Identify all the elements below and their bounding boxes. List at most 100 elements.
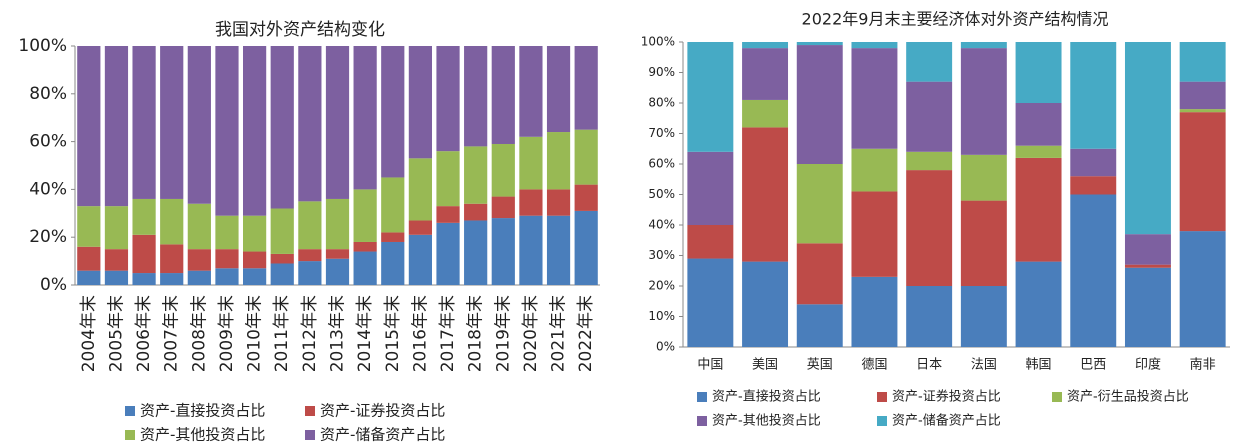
y-tick-label: 20% [648,279,675,293]
bar-segment [353,241,377,252]
legend-swatch [305,406,315,416]
legend-swatch [305,430,315,440]
bar-segment [132,46,156,199]
bar-segment [104,270,129,285]
bar-segment [464,220,488,285]
bar-segment [325,258,350,285]
bar-segment [796,164,843,244]
y-tick-label: 60% [29,132,67,152]
bar-segment [132,273,156,285]
bar-segment [1124,234,1171,265]
bar-segment [1015,42,1062,103]
bar-segment [546,46,571,133]
x-tick-label: 英国 [807,358,833,373]
bar-segment [381,46,405,178]
y-tick-label: 20% [29,227,67,247]
bar-segment [1179,42,1226,82]
x-tick-label: 日本 [916,358,942,373]
bar-segment [1015,157,1062,262]
bar-segment [187,203,211,250]
bar-segment [906,151,953,171]
bar-segment [298,46,322,202]
bar-segment [687,258,734,347]
bar-segment [353,189,377,242]
y-tick-label: 60% [648,157,675,171]
bar-segment [325,46,350,199]
bar-segment [353,251,377,285]
y-tick-label: 40% [648,218,675,232]
legend-label: 资产-衍生品投资占比 [1067,389,1189,405]
bar-segment [160,273,184,285]
x-tick-label: 2019年末 [493,295,513,372]
legend-label: 资产-储备资产占比 [320,426,445,444]
bar-segment [187,46,211,204]
x-tick-label: 2014年末 [355,295,375,372]
legend-swatch [125,430,135,440]
bar-segment [77,270,101,285]
legend-label: 资产-其他投资占比 [712,413,821,429]
bar-segment [1015,145,1062,158]
x-tick-label: 2006年末 [134,295,154,372]
x-tick-label: 法国 [971,358,997,373]
bar-segment [906,170,953,286]
y-tick-label: 40% [29,179,67,199]
x-tick-label: 印度 [1135,357,1161,373]
bar-segment [519,189,543,216]
bar-segment [298,201,322,250]
x-tick-label: 2007年末 [162,295,182,372]
bar-segment [742,99,789,128]
legend-swatch [125,406,135,416]
bar-segment [742,127,789,262]
bar-segment [325,249,350,259]
bar-segment [325,198,350,250]
x-tick-label: 美国 [752,358,778,373]
bar-segment [574,210,598,285]
x-tick-label: 中国 [697,358,723,373]
bar-segment [1070,42,1117,149]
bar-segment [491,218,515,285]
bar-segment [574,129,598,185]
bar-segment [1015,261,1062,347]
bar-segment [1070,176,1117,195]
bar-segment [464,46,488,147]
legend-label: 资产-直接投资占比 [712,389,821,405]
x-tick-label: 2008年末 [189,295,209,372]
bar-segment [687,151,734,225]
bar-segment [270,253,294,264]
bar-segment [1179,112,1226,232]
bar-segment [687,225,734,259]
bar-segment [960,286,1007,347]
bar-segment [546,215,571,285]
chart: 2022年9月末主要经济体对外资产结构情况 0% 10% 20% 30% 40% 50% 60… [641,10,1230,429]
y-tick-label: 50% [648,187,675,201]
bar-segment [104,249,129,271]
chart-title: 2022年9月末主要经济体对外资产结构情况 [802,10,1109,29]
bar-segment [742,42,789,49]
bar-segment [519,215,543,285]
x-tick-label: 2016年末 [410,295,430,372]
bar-segment [851,48,898,149]
bar-segment [408,220,432,235]
bar-segment [960,42,1007,49]
bar-segment [687,42,734,152]
bar-segment [132,234,156,274]
x-tick-label: 2013年末 [328,295,348,372]
bar-segment [851,148,898,192]
bar-segment [491,46,515,144]
legend-label: 资产-储备资产占比 [892,413,1001,429]
bar-segment [408,158,432,221]
bar-segment [77,46,101,207]
bar-segment [187,249,211,271]
bar-segment [519,46,543,137]
bar-segment [546,189,571,216]
bar-segment [77,206,101,247]
x-tick-label: 韩国 [1026,358,1052,373]
bar-segment [243,268,267,285]
bar-segment [381,232,405,242]
bar-segment [408,234,432,285]
bar-segment [436,222,460,285]
bar-segment [796,304,843,347]
bar-segment [906,81,953,152]
bar-segment [906,42,953,82]
x-tick-label: 德国 [861,358,887,373]
